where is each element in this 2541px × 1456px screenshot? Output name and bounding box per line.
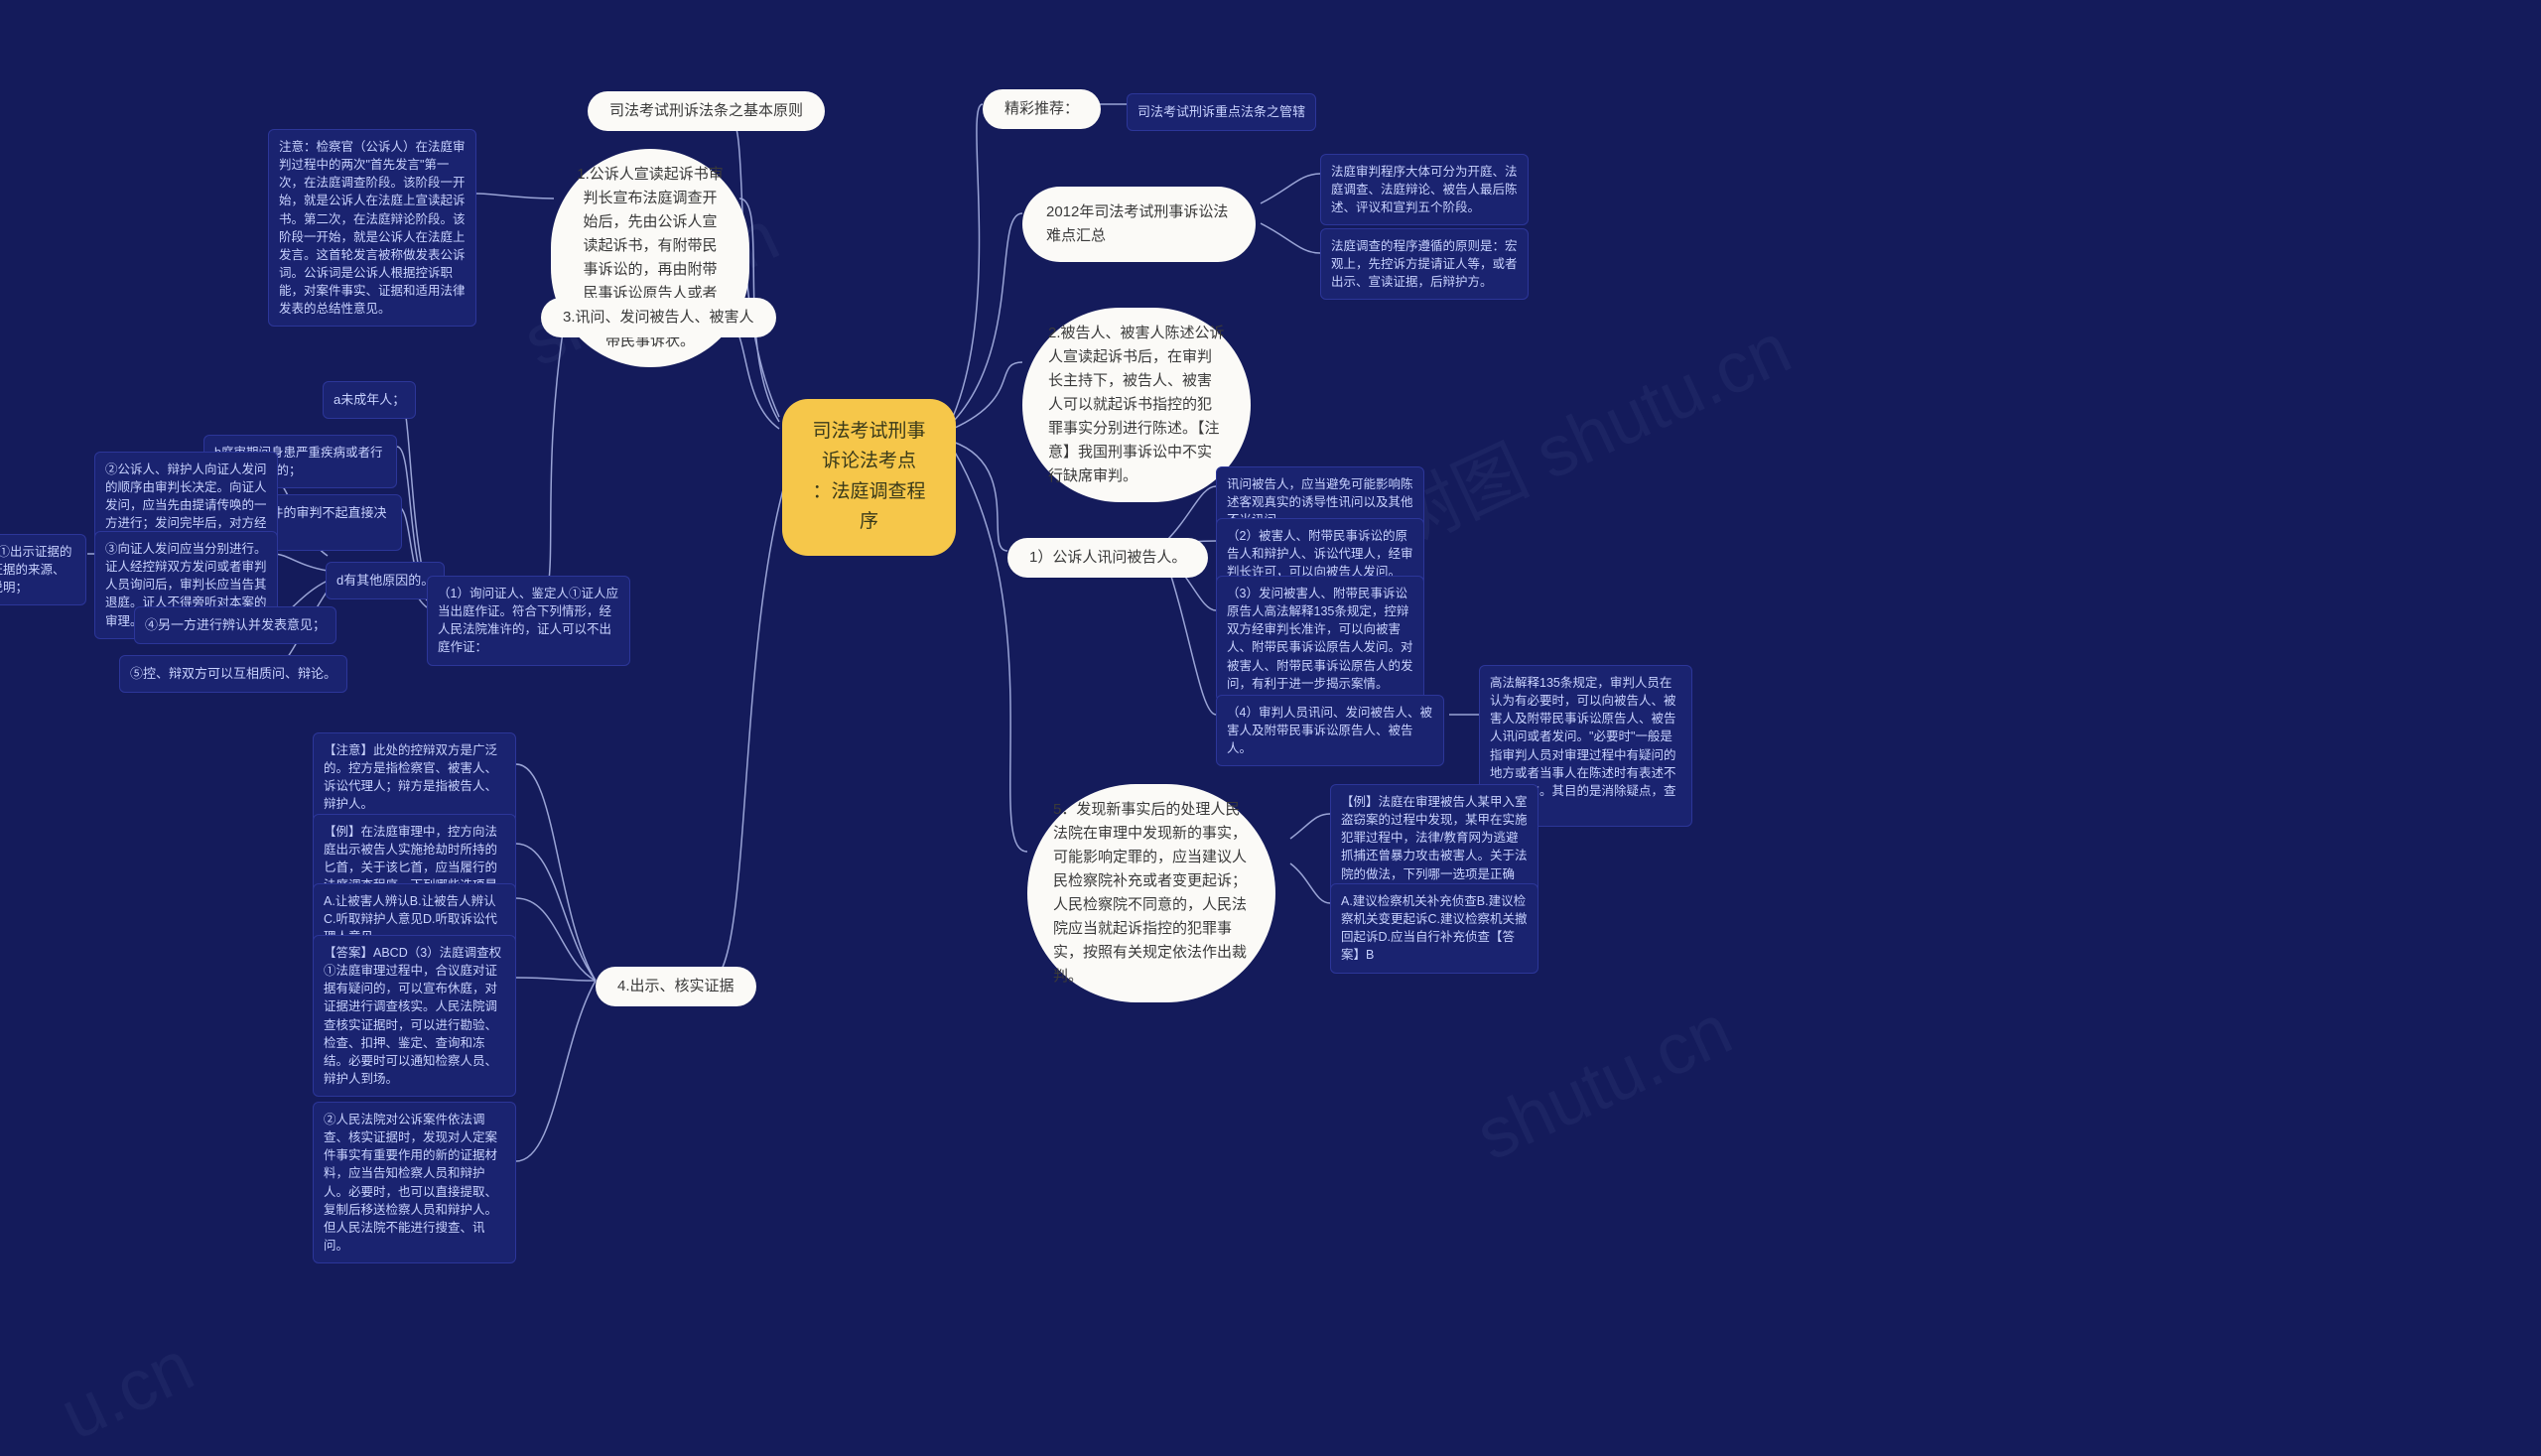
box-a-minor: a未成年人； xyxy=(323,381,416,419)
watermark: u.cn xyxy=(49,1325,205,1456)
oval-recommended: 精彩推荐： xyxy=(983,89,1101,129)
box-note-broad: 【注意】此处的控辩双方是广泛的。控方是指检察官、被害人、诉讼代理人；辩方是指被告… xyxy=(313,732,516,823)
box-2012-b: 法庭调查的程序遵循的原则是：宏观上，先控诉方提请证人等，或者出示、宣读证据，后辩… xyxy=(1320,228,1529,300)
box-witness-rule: （1）询问证人、鉴定人①证人应当出庭作证。符合下列情形，经人民法院准许的，证人可… xyxy=(427,576,630,666)
oval-basic-principle: 司法考试刑诉法条之基本原则 xyxy=(588,91,825,131)
oval-5: 5．发现新事实后的处理人民法院在审理中发现新的事实，可能影响定罪的，应当建议人民… xyxy=(1027,784,1275,1002)
box-court-inv: ②人民法院对公诉案件依法调查、核实证据时，发现对人定案件事实有重要作用的新的证据… xyxy=(313,1102,516,1263)
watermark: 树图 shutu.cn xyxy=(1368,291,1805,569)
oval-2012: 2012年司法考试刑事诉讼法难点汇总 xyxy=(1022,187,1256,262)
center-root: 司法考试刑事诉论法考点：法庭调查程序 xyxy=(782,399,956,556)
box-2012-a: 法庭审判程序大体可分为开庭、法庭调查、法庭辩论、被告人最后陈述、评议和宣判五个阶… xyxy=(1320,154,1529,225)
box-int-sub3: （3）发问被害人、附带民事诉讼原告人高法解释135条规定，控辩双方经审判长准许，… xyxy=(1216,576,1424,702)
oval-interrogate: 1）公诉人讯问被告人。 xyxy=(1007,538,1208,578)
box-ans-abcd: 【答案】ABCD（3）法庭调查权①法庭审理过程中，合议庭对证据有疑问的，可以宣布… xyxy=(313,935,516,1097)
box-5-ans: A.建议检察机关补充侦查B.建议检察机关变更起诉C.建议检察机关撤回起诉D.应当… xyxy=(1330,883,1538,974)
oval-4: 4.出示、核实证据 xyxy=(596,967,756,1006)
box-q4-opinion: ④另一方进行辨认并发表意见； xyxy=(134,606,336,644)
box-recommended-sub: 司法考试刑诉重点法条之管辖 xyxy=(1127,93,1316,131)
watermark: shutu.cn xyxy=(1464,989,1743,1176)
box-int-sub4: （4）审判人员讯问、发问被告人、被害人及附带民事诉讼原告人、被告人。 xyxy=(1216,695,1444,766)
oval-3: 3.讯问、发问被告人、被害人 xyxy=(541,298,776,337)
box-note-prosecutor: 注意：检察官（公诉人）在法庭审判过程中的两次"首先发言"第一次，在法庭调查阶段。… xyxy=(268,129,476,327)
box-phys-evidence: （2）物证的审查①出示证据的一方就所出示的证据的来源、特征等作必要的说明； xyxy=(0,534,86,605)
box-q5-cross: ⑤控、辩双方可以互相质问、辩论。 xyxy=(119,655,347,693)
